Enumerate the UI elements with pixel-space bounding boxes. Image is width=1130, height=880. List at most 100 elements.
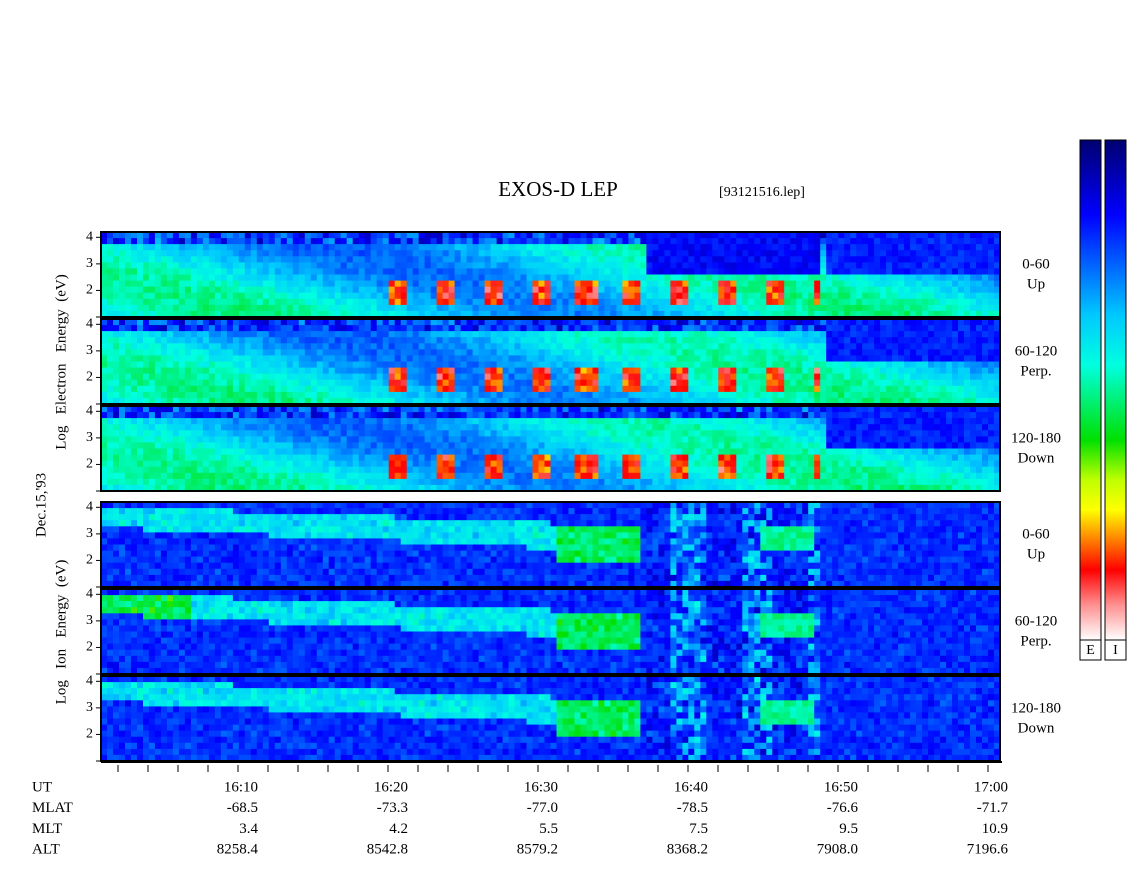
spectrogram-cell [748, 362, 755, 369]
spectrogram-cell [425, 449, 432, 456]
spectrogram-cell [736, 374, 743, 381]
spectrogram-cell [640, 275, 647, 282]
spectrogram-cell [826, 262, 833, 269]
spectrogram-cell [964, 331, 971, 338]
spectrogram-cell [407, 331, 414, 338]
spectrogram-cell [215, 479, 222, 486]
spectrogram-cell [748, 349, 755, 356]
spectrogram-cell [335, 442, 342, 449]
spectrogram-cell [203, 355, 210, 362]
spectrogram-cell [311, 250, 318, 257]
spectrogram-cell [778, 287, 785, 294]
spectrogram-cell [748, 262, 755, 269]
spectrogram-cell [808, 281, 815, 288]
spectrogram-cell [952, 238, 959, 245]
spectrogram-cell [269, 467, 276, 474]
spectrogram-cell [281, 424, 288, 431]
spectrogram-cell [802, 268, 809, 275]
spectrogram-cell [245, 430, 252, 437]
spectrogram-cell [143, 380, 150, 387]
spectrogram-cell [173, 337, 180, 344]
spectrogram-cell [593, 331, 600, 338]
spectrogram-cell [395, 392, 402, 399]
spectrogram-cell [766, 380, 773, 387]
spectrogram-cell [916, 343, 923, 350]
spectrogram-cell [521, 343, 528, 350]
spectrogram-cell [503, 331, 510, 338]
spectrogram-cell [113, 455, 120, 462]
spectrogram-cell [191, 349, 198, 356]
spectrogram-cell [784, 238, 791, 245]
spectrogram-cell [209, 343, 216, 350]
spectrogram-cell [802, 281, 809, 288]
spectrogram-cell [856, 299, 863, 306]
spectrogram-cell [251, 325, 257, 332]
spectrogram-cell [598, 368, 605, 375]
spectrogram-cell [485, 349, 492, 356]
spectrogram-cell [503, 355, 510, 362]
spectrogram-cell [215, 325, 222, 332]
spectrogram-cell [185, 362, 192, 369]
spectrogram-cell [628, 331, 635, 338]
spectrogram-cell [275, 436, 282, 443]
spectrogram-cell [431, 238, 438, 245]
spectrogram-cell [275, 325, 282, 332]
spectrogram-cell [227, 455, 234, 462]
spectrogram-cell [215, 362, 222, 369]
spectrogram-cell [581, 374, 588, 381]
spectrogram-cell [113, 343, 120, 350]
spectrogram-cell [616, 262, 623, 269]
spectrogram-cell [826, 268, 833, 275]
spectrogram-cell [808, 262, 815, 269]
spectrogram-cell [413, 262, 420, 269]
spectrogram-cell [760, 281, 767, 288]
spectrogram-cell [898, 386, 905, 393]
spectrogram-cell [383, 305, 390, 312]
spectrogram-cell [155, 442, 162, 449]
spectrogram-cell [149, 424, 156, 431]
spectrogram-cell [862, 287, 869, 294]
spectrogram-cell [988, 299, 995, 306]
spectrogram-cell [521, 355, 528, 362]
spectrogram-cell [143, 473, 150, 480]
spectrogram-cell [215, 368, 222, 375]
spectrogram-cell [982, 293, 989, 300]
spectrogram-cell [293, 424, 300, 431]
spectrogram-cell [329, 479, 336, 486]
spectrogram-cell [299, 287, 306, 294]
spectrogram-cell [245, 442, 252, 449]
spectrogram-cell [712, 374, 719, 381]
spectrogram-cell [509, 275, 516, 282]
spectrogram-cell [718, 362, 725, 369]
spectrogram-cell [497, 386, 504, 393]
spectrogram-cell [814, 238, 821, 245]
spectrogram-cell [197, 275, 204, 282]
spectrogram-cell [790, 392, 797, 399]
spectrogram-cell [143, 256, 150, 263]
spectrogram-cell [790, 244, 797, 251]
spectrogram-cell [335, 262, 342, 269]
spectrogram-cell [838, 337, 845, 344]
spectrogram-cell [682, 380, 689, 387]
spectrogram-cell [371, 455, 378, 462]
spectrogram-cell [155, 325, 162, 332]
spectrogram-cell [221, 281, 228, 288]
spectrogram-cell [916, 362, 923, 369]
spectrogram-cell [802, 244, 809, 251]
spectrogram-cell [760, 343, 767, 350]
spectrogram-cell [575, 362, 582, 369]
spectrogram-cell [209, 479, 216, 486]
spectrogram-cell [784, 250, 791, 257]
spectrogram-cell [401, 293, 408, 300]
spectrogram-cell [431, 325, 438, 332]
spectrogram-cell [299, 275, 306, 282]
spectrogram-cell [581, 238, 588, 245]
spectrogram-cell [610, 262, 617, 269]
spectrogram-cell [329, 238, 336, 245]
spectrogram-cell [239, 455, 246, 462]
spectrogram-cell [125, 343, 132, 350]
spectrogram-cell [353, 473, 360, 480]
spectrogram-cell [772, 343, 779, 350]
spectrogram-cell [610, 343, 617, 350]
spectrogram-cell [203, 287, 210, 294]
